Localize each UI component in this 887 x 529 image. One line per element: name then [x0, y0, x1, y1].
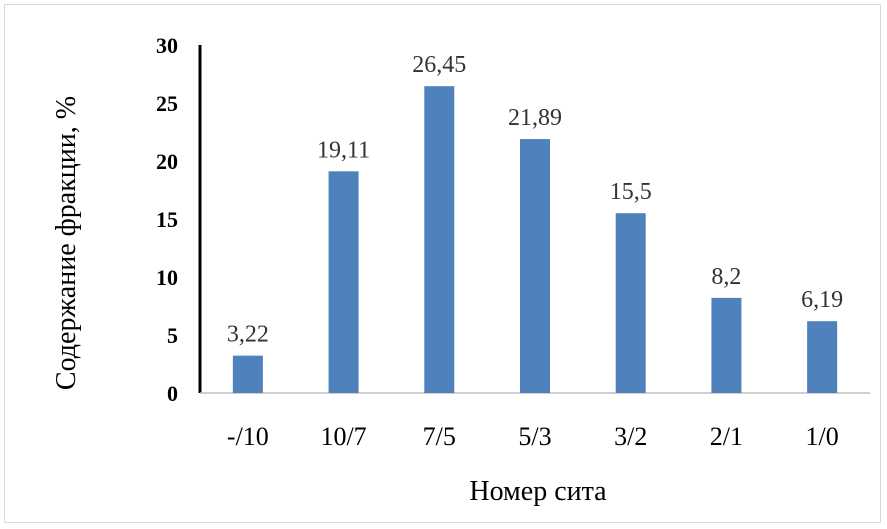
bar [616, 213, 646, 393]
x-tick-label: 3/2 [614, 422, 647, 451]
y-tick-label: 30 [156, 33, 178, 58]
bar [807, 321, 837, 393]
bar-value-label: 3,22 [227, 322, 269, 348]
y-axis-title: Содержание фракции, % [51, 96, 82, 390]
bar [233, 356, 263, 393]
bar-value-label: 8,2 [711, 264, 741, 290]
bar-value-label: 19,11 [317, 137, 370, 163]
x-axis: -/10 10/7 7/5 5/3 3/2 2/1 1/0 [200, 393, 870, 451]
y-tick-label: 25 [156, 91, 178, 116]
bars [233, 86, 837, 393]
x-tick-label: 2/1 [710, 422, 743, 451]
bar [520, 139, 550, 393]
bar [329, 171, 359, 393]
y-tick-label: 20 [156, 149, 178, 174]
x-tick-label: 1/0 [806, 422, 839, 451]
bar-value-label: 6,19 [801, 287, 843, 313]
x-tick-label: 7/5 [423, 422, 456, 451]
y-tick-label: 5 [167, 323, 178, 348]
x-tick-label: 5/3 [518, 422, 551, 451]
bar-value-label: 26,45 [412, 52, 466, 78]
bar [424, 86, 454, 393]
y-tick-label: 15 [156, 207, 178, 232]
bar-value-label: 21,89 [508, 105, 562, 131]
bar-value-label: 15,5 [610, 179, 652, 205]
x-tick-label: 10/7 [320, 422, 366, 451]
y-tick-label: 10 [156, 265, 178, 290]
bar [711, 298, 741, 393]
x-axis-title: Номер сита [469, 476, 607, 507]
y-axis: 0 5 10 15 20 25 30 [156, 33, 200, 406]
x-tick-label: -/10 [227, 422, 269, 451]
y-tick-label: 0 [167, 381, 178, 406]
